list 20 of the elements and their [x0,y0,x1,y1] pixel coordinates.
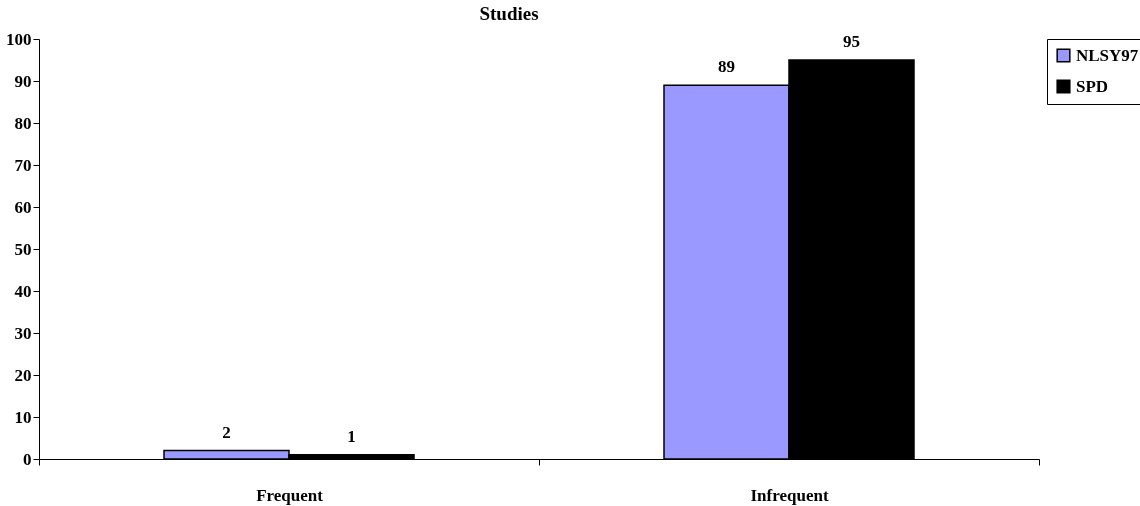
data-label: 1 [347,426,356,446]
data-label: 89 [718,57,735,77]
y-tick-label: 20 [14,365,32,385]
y-tick-label: 100 [6,29,32,49]
data-label: 2 [222,422,231,442]
y-tick-label: 80 [14,113,32,133]
y-tick-label: 0 [23,449,32,469]
legend-label: NLSY97 [1076,45,1139,65]
y-tick-label: 40 [14,281,32,301]
y-tick-label: 30 [14,323,32,343]
x-tick-label: Frequent [256,485,324,505]
x-tick-label: Infrequent [750,485,829,505]
legend-label: SPD [1076,76,1109,96]
y-tick-label: 10 [14,407,32,427]
y-tick-label: 50 [14,239,32,259]
data-label: 95 [843,32,860,51]
chart-title: Studies [479,3,539,24]
y-tick-label: 90 [14,71,32,91]
y-tick-label: 70 [14,155,32,175]
y-tick-label: 60 [14,197,32,217]
